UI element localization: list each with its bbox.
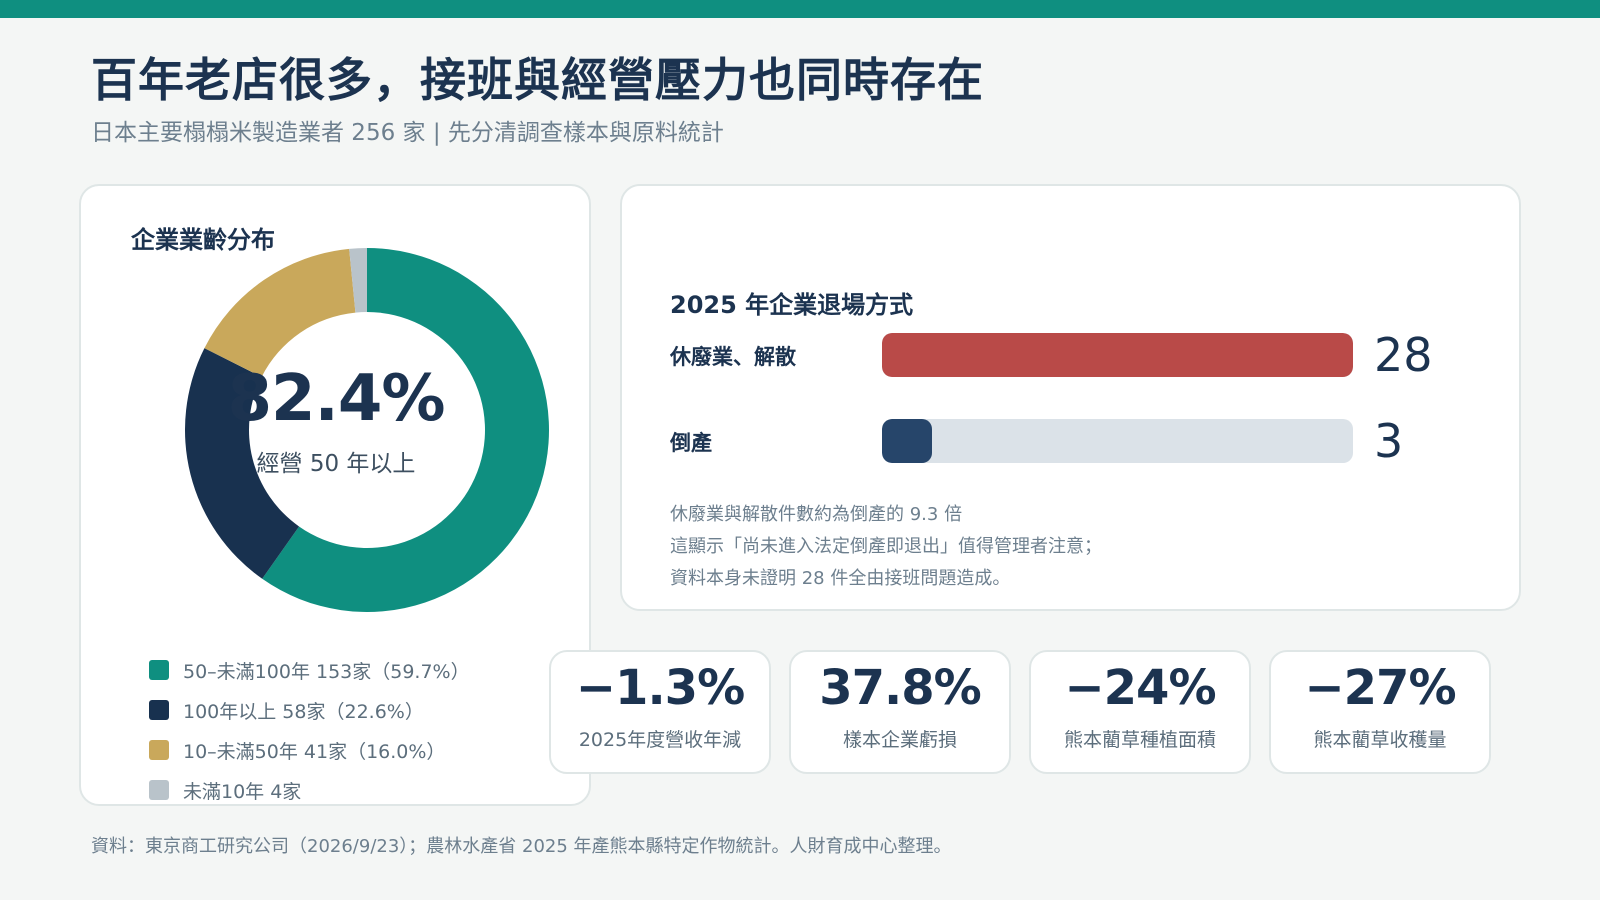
stat-label: 熊本藺草收穫量 — [1313, 729, 1447, 751]
note-line: 這顯示「尚未進入法定倒產即退出」值得管理者注意； — [670, 536, 1102, 557]
stat-card-loss: 37.8% 樣本企業虧損 — [789, 650, 1011, 774]
legend-item: 50–未滿100年 153家（59.7%） — [149, 650, 470, 690]
note-line: 休廢業與解散件數約為倒產的 9.3 倍 — [670, 504, 963, 525]
exit-notes: 休廢業與解散件數約為倒產的 9.3 倍 這顯示「尚未進入法定倒產即退出」值得管理… — [670, 499, 1102, 595]
legend-item: 100年以上 58家（22.6%） — [149, 690, 470, 730]
stat-value: −27% — [1304, 660, 1456, 716]
bar-label: 休廢業、解散 — [670, 345, 796, 369]
stat-value: −1.3% — [575, 660, 745, 716]
bar-track — [882, 333, 1353, 377]
stat-label: 熊本藺草種植面積 — [1063, 729, 1216, 751]
legend-item: 10–未滿50年 41家（16.0%） — [149, 730, 470, 770]
stat-value: 37.8% — [819, 660, 982, 716]
age-distribution-card: 企業業齡分布 82.4% 經營 50 年以上 50–未滿100年 153家（59… — [79, 184, 591, 806]
donut-slice-1 — [185, 348, 300, 579]
legend-item: 未滿10年 4家 — [149, 770, 470, 810]
bar-value: 3 — [1374, 414, 1404, 468]
donut-legend: 50–未滿100年 153家（59.7%） 100年以上 58家（22.6%） 10… — [149, 650, 470, 810]
bar-label: 倒產 — [670, 431, 712, 455]
bar-value: 28 — [1374, 328, 1433, 382]
bar-fill — [882, 333, 1353, 377]
legend-label: 10–未滿50年 41家（16.0%） — [183, 740, 446, 763]
legend-label: 未滿10年 4家 — [183, 780, 302, 803]
legend-label: 50–未滿100年 153家（59.7%） — [183, 660, 470, 683]
stat-card-revenue: −1.3% 2025年度營收年減 — [549, 650, 771, 774]
stat-value: −24% — [1064, 660, 1216, 716]
donut-center-caption: 經營 50 年以上 — [256, 451, 416, 477]
page-subtitle: 日本主要榻榻米製造業者 256 家 | 先分清調查樣本與原料統計 — [91, 120, 724, 146]
legend-swatch — [149, 700, 169, 720]
exit-method-card: 2025 年企業退場方式 休廢業、解散 28 倒產 3 休廢業與解散件數約為倒產的 9… — [620, 184, 1521, 611]
note-line: 資料本身未證明 28 件全由接班問題造成。 — [670, 568, 1011, 589]
donut-slice-3 — [349, 248, 367, 313]
stat-card-harvest: −27% 熊本藺草收穫量 — [1269, 650, 1491, 774]
age-donut-chart — [185, 248, 549, 612]
donut-slice-2 — [204, 248, 356, 377]
donut-center-value: 82.4% — [227, 362, 445, 436]
stat-label: 樣本企業虧損 — [842, 729, 957, 751]
bar-fill — [882, 419, 933, 463]
age-distribution-title: 企業業齡分布 — [131, 226, 275, 254]
source-note: 資料：東京商工研究公司（2026/9/23）；農林水產省 2025 年產熊本縣特… — [91, 836, 952, 857]
top-accent-bar — [0, 0, 1600, 18]
exit-method-title: 2025 年企業退場方式 — [670, 291, 914, 319]
legend-swatch — [149, 660, 169, 680]
bar-track — [882, 419, 1353, 463]
stat-label: 2025年度營收年減 — [578, 729, 742, 751]
donut-slice-0 — [262, 248, 549, 612]
legend-swatch — [149, 780, 169, 800]
legend-swatch — [149, 740, 169, 760]
page-title: 百年老店很多，接班與經營壓力也同時存在 — [91, 53, 984, 107]
legend-label: 100年以上 58家（22.6%） — [183, 700, 424, 723]
stat-card-area: −24% 熊本藺草種植面積 — [1029, 650, 1251, 774]
